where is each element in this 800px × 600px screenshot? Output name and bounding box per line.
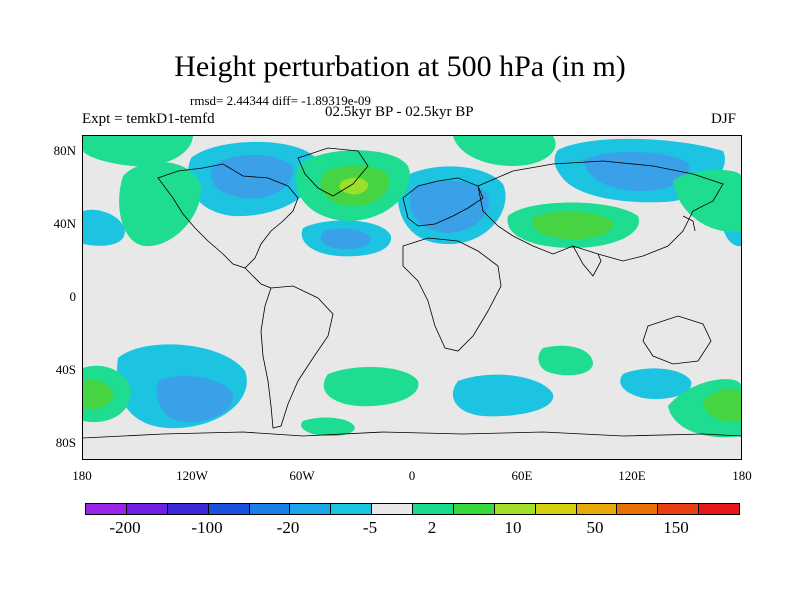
coast-central-america — [244, 267, 272, 289]
colorbar — [85, 503, 740, 515]
anomaly-arctic-europe-positive — [453, 136, 556, 166]
colorbar-swatch-5 — [290, 504, 332, 514]
anomaly-arctic-positive — [83, 136, 193, 167]
coastlines — [83, 147, 741, 439]
season-label: DJF — [711, 111, 737, 127]
anomaly-south-east-pacific-core — [83, 379, 113, 409]
lat-tick-40n: 40N — [53, 216, 76, 231]
lat-tick-40s: 40S — [55, 362, 76, 377]
anomaly-south-west-pacific-core — [703, 388, 741, 422]
colorbar-swatch-10 — [494, 504, 536, 514]
anomaly-map — [83, 136, 741, 439]
anomaly-south-atlantic-positive — [323, 366, 419, 407]
experiment-label: Expt = temkD1-temfd — [82, 111, 215, 127]
period-label: 02.5kyr BP - 02.5kyr BP — [325, 104, 474, 120]
colorbar-swatch-1 — [126, 504, 168, 514]
lat-tick-equator: 0 — [69, 289, 77, 304]
colorbar-label-m20: -20 — [276, 518, 300, 537]
anomaly-europe-core — [409, 180, 489, 233]
coast-europe — [402, 177, 484, 227]
lon-tick-0: 0 — [408, 468, 416, 483]
coast-greenland — [297, 147, 369, 197]
lon-tick-60w: 60W — [289, 468, 315, 483]
anomaly-antarctic-positive — [301, 417, 355, 436]
colorbar-swatch-11 — [535, 504, 577, 514]
colorbar-label-50: 50 — [586, 518, 604, 537]
coast-india — [572, 245, 602, 277]
colorbar-swatch-7 — [372, 504, 413, 514]
colorbar-swatch-3 — [208, 504, 250, 514]
anomaly-south-indian-positive — [538, 345, 593, 376]
lat-tick-80n: 80N — [53, 143, 76, 158]
colorbar-swatch-8 — [413, 504, 454, 514]
lat-tick-80s: 80S — [55, 435, 76, 450]
colorbar-swatch-6 — [331, 504, 373, 514]
anomaly-asia-core — [532, 211, 614, 240]
colorbar-label-2: 2 — [427, 518, 437, 537]
anomaly-pacific-negative — [83, 209, 125, 246]
anomaly-south-indian-negative — [620, 368, 692, 400]
coast-africa — [402, 237, 502, 352]
colorbar-swatch-15 — [699, 504, 739, 514]
colorbar-label-m100: -100 — [191, 518, 223, 537]
colorbar-label-150: 150 — [663, 518, 689, 537]
lon-tick-120e: 120E — [618, 468, 646, 483]
colorbar-label-m200: -200 — [109, 518, 141, 537]
colorbar-swatch-4 — [249, 504, 291, 514]
positive-anomalies — [83, 136, 741, 438]
coast-south-america — [260, 285, 334, 429]
plot-title: Height perturbation at 500 hPa (in m) — [174, 50, 626, 83]
coast-asia — [477, 160, 724, 262]
anomaly-south-pacific-core — [156, 375, 234, 423]
colorbar-swatch-2 — [167, 504, 209, 514]
map-panel — [82, 135, 742, 460]
lon-tick-180-west: 180 — [72, 468, 92, 483]
anomaly-atlantic-core — [320, 228, 371, 250]
anomaly-south-atlantic-negative — [452, 374, 554, 417]
anomaly-north-west-pacific-positive — [673, 169, 741, 232]
coast-australia — [642, 315, 712, 365]
colorbar-swatch-12 — [576, 504, 618, 514]
lon-tick-180-east: 180 — [732, 468, 752, 483]
negative-anomalies — [83, 138, 741, 429]
colorbar-swatch-13 — [617, 504, 659, 514]
coast-antarctica — [83, 431, 741, 439]
colorbar-swatch-14 — [658, 504, 700, 514]
coast-north-america — [157, 163, 299, 269]
anomaly-north-atlantic-peak — [339, 177, 369, 195]
coast-japan — [682, 215, 696, 232]
colorbar-swatch-9 — [453, 504, 495, 514]
lon-tick-60e: 60E — [511, 468, 533, 483]
anomaly-north-pacific-positive — [119, 161, 202, 247]
colorbar-swatch-0 — [86, 504, 127, 514]
colorbar-label-10: 10 — [504, 518, 522, 537]
colorbar-label-m5: -5 — [362, 518, 378, 537]
stats-text: rmsd= 2.44344 diff= -1.89319e-09 — [190, 93, 371, 108]
lon-tick-120w: 120W — [176, 468, 208, 483]
